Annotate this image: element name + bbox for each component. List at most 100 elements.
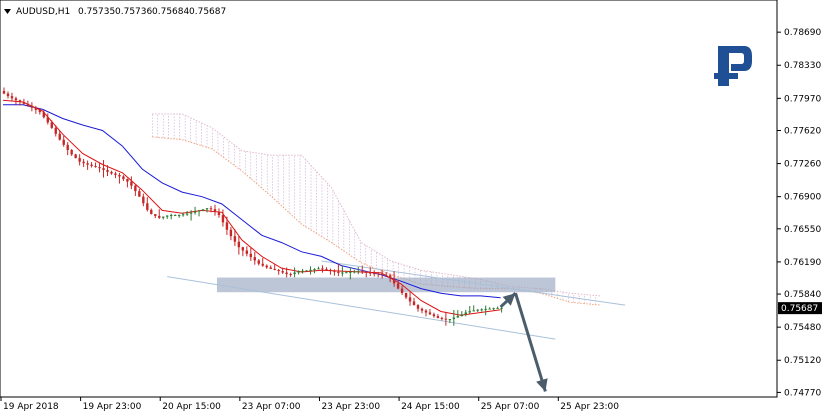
candle-body — [169, 215, 173, 217]
candle-body — [26, 103, 30, 106]
candle-body — [484, 308, 487, 310]
y-tick-label: 0.75480 — [784, 323, 821, 333]
candle-body — [66, 144, 69, 150]
candle-body — [126, 179, 129, 182]
candle-body — [233, 236, 237, 242]
x-tick-label: 23 Apr 07:00 — [242, 402, 301, 412]
candle-body — [412, 301, 416, 306]
candle-body — [201, 209, 205, 211]
y-tick-label: 0.74770 — [784, 388, 821, 398]
candle-body — [134, 185, 137, 192]
candle-body — [42, 112, 46, 118]
candle-body — [181, 214, 185, 216]
candle-body — [38, 109, 42, 113]
candle-body — [436, 316, 440, 318]
candle-body — [142, 196, 145, 204]
y-tick-label: 0.76190 — [784, 258, 821, 268]
candle-body — [225, 222, 229, 230]
candle-body — [428, 312, 432, 315]
x-tick-label: 25 Apr 07:00 — [481, 402, 540, 412]
candle-body — [357, 271, 360, 273]
x-tick-label: 19 Apr 2018 — [3, 402, 59, 412]
candle-body — [166, 215, 169, 217]
candle-body — [496, 307, 499, 309]
candle-body — [138, 191, 141, 197]
candle-body — [396, 283, 400, 289]
logo-bowl — [718, 46, 752, 71]
candle-body — [265, 265, 268, 268]
candle-body — [408, 297, 412, 302]
candle-body — [158, 215, 161, 218]
x-tick-label: 25 Apr 23:00 — [560, 402, 619, 412]
candle-body — [380, 273, 384, 275]
logo-bar — [718, 46, 729, 86]
candle-body — [353, 271, 356, 273]
candle-body — [277, 269, 280, 272]
candle-body — [420, 308, 424, 311]
y-tick-label: 0.77620 — [784, 126, 821, 136]
candle-body — [217, 212, 221, 216]
candle-body — [82, 161, 85, 164]
y-tick-label: 0.77970 — [784, 94, 821, 104]
open-value: 0.75735 — [78, 7, 115, 17]
candle-body — [18, 100, 22, 103]
x-tick-label: 23 Apr 23:00 — [321, 402, 380, 412]
candle-body — [86, 163, 89, 165]
candle-body — [500, 307, 503, 309]
candle-body — [452, 317, 456, 320]
candle-body — [440, 317, 444, 319]
candle-body — [189, 212, 193, 214]
candle-body — [285, 272, 288, 275]
candle-body — [146, 203, 149, 210]
candle-body — [122, 176, 125, 180]
candle-body — [317, 268, 320, 270]
candle-body — [78, 158, 81, 162]
candle-body — [70, 149, 73, 155]
candle-body — [54, 127, 57, 134]
candle-body — [464, 312, 467, 315]
candle-body — [46, 117, 49, 123]
dropdown-triangle-icon[interactable] — [4, 9, 11, 14]
candle-body — [444, 318, 448, 320]
x-tick-label: 19 Apr 23:00 — [83, 402, 142, 412]
candle-body — [2, 90, 6, 94]
y-tick-label: 0.78690 — [784, 28, 821, 38]
candle-body — [94, 165, 97, 168]
candle-body — [388, 275, 392, 279]
candle-body — [293, 272, 296, 275]
candle-body — [249, 253, 253, 258]
candle-body — [492, 308, 495, 310]
y-tick-label: 0.75840 — [784, 290, 821, 300]
candle-body — [297, 271, 300, 273]
candle-body — [369, 272, 372, 274]
candle-body — [162, 216, 165, 218]
candle-body — [305, 270, 308, 272]
kijun-sen-line — [3, 104, 501, 299]
candle-body — [373, 273, 376, 275]
candle-body — [130, 181, 133, 186]
candle-body — [90, 164, 93, 166]
forecast-up-arrowhead — [502, 293, 516, 306]
candle-body — [416, 305, 420, 309]
candle-body — [30, 105, 34, 108]
candle-body — [205, 208, 209, 210]
candle-body — [22, 102, 26, 104]
candle-body — [480, 309, 483, 311]
candle-body — [261, 263, 264, 266]
candle-body — [289, 274, 292, 276]
candle-body — [400, 288, 404, 293]
candle-body — [472, 310, 475, 312]
tenkan-sen-line — [2, 99, 501, 316]
candle-body — [213, 209, 217, 213]
low-value: 0.75684 — [152, 7, 189, 17]
candle-body — [62, 139, 65, 145]
candle-body — [325, 269, 328, 271]
forecast-down-segment — [514, 292, 547, 392]
candle-body — [456, 316, 460, 318]
symbol-label: AUDUSD,H1 — [16, 7, 70, 17]
candle-body — [392, 278, 396, 284]
current-price-tag: 0.75687 — [778, 302, 822, 315]
candle-body — [154, 214, 157, 216]
candle-body — [229, 229, 233, 237]
